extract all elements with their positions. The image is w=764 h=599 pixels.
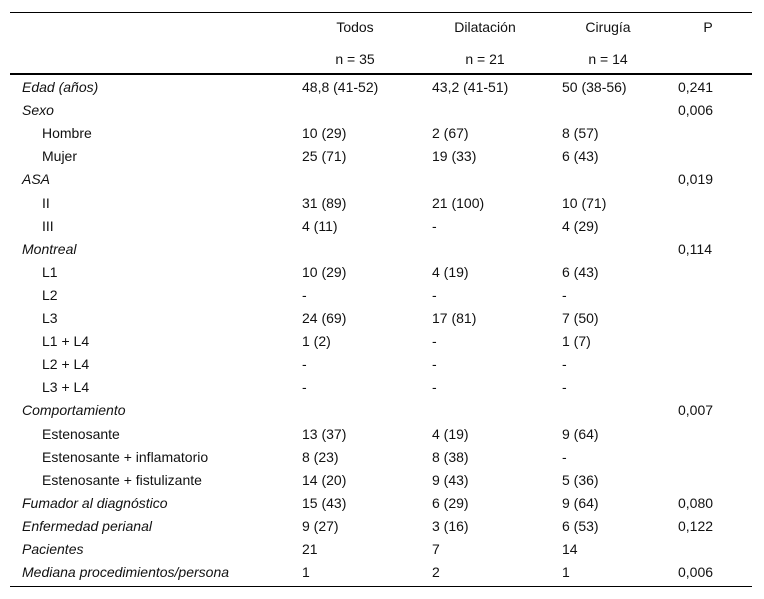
cell: 5 (36)	[562, 471, 599, 488]
header-rule	[10, 73, 752, 75]
cell: 24 (69)	[302, 310, 347, 326]
cell: 8 (57)	[562, 125, 599, 142]
cell: 4 (11)	[302, 217, 338, 234]
cell: 10 (29)	[302, 125, 347, 142]
row-label: Montreal	[22, 240, 77, 257]
cell: 1 (7)	[562, 333, 591, 350]
cell: 8 (38)	[432, 448, 469, 465]
cell: 0,006	[678, 102, 714, 119]
cell: 7	[432, 541, 440, 557]
row-label: Mujer	[42, 148, 78, 165]
cell: 14 (20)	[302, 471, 347, 488]
cell: 9 (27)	[302, 517, 339, 534]
header-cell: P	[703, 19, 713, 35]
cell: -	[432, 333, 437, 350]
row-label: L1 + L4	[42, 333, 90, 350]
cell: 0,241	[678, 79, 714, 95]
cell: 15 (43)	[302, 494, 347, 511]
row-label: ASA	[22, 171, 51, 188]
row-label: Estenosante + fistulizante	[42, 471, 202, 488]
cell: 19 (33)	[432, 148, 477, 165]
cell: 2 (67)	[432, 125, 469, 142]
header-cell: Todos	[336, 19, 374, 35]
row-label: L3 + L4	[42, 379, 90, 396]
row-label: Comportamiento	[22, 402, 126, 419]
header-cell: Cirugía	[585, 19, 631, 35]
cell: 10 (71)	[562, 194, 607, 211]
cell: 21 (100)	[432, 194, 485, 211]
cell: 1	[302, 564, 310, 581]
cell: 4 (19)	[432, 425, 469, 442]
header-n: n = 21	[465, 51, 505, 67]
row-label: Estenosante	[42, 425, 120, 442]
cell: 9 (64)	[562, 494, 599, 511]
cell: 43,2 (41-51)	[432, 79, 509, 95]
cell: 6 (43)	[562, 148, 599, 165]
cell: 21	[302, 541, 318, 557]
cell: -	[432, 379, 437, 396]
header-n: n = 14	[588, 51, 628, 67]
cell: 1 (2)	[302, 333, 331, 350]
cell: 2	[432, 564, 440, 581]
cell: -	[562, 448, 567, 465]
cell: -	[432, 356, 437, 373]
cell: 17 (81)	[432, 310, 477, 326]
cell: 13 (37)	[302, 425, 347, 442]
cell: 14	[562, 541, 578, 557]
cell: 25 (71)	[302, 148, 347, 165]
header-n: n = 35	[335, 51, 375, 67]
cell: 9 (64)	[562, 425, 599, 442]
cell: -	[562, 379, 567, 396]
row-label: L3	[42, 310, 58, 326]
cell: 0,122	[678, 517, 714, 534]
row-label: L1	[42, 263, 58, 280]
row-label: Pacientes	[22, 541, 84, 557]
cell: 50 (38-56)	[562, 79, 627, 95]
row-label: L2 + L4	[42, 356, 90, 373]
cell: 10 (29)	[302, 263, 347, 280]
cell: 3 (16)	[432, 517, 469, 534]
cell: -	[302, 379, 307, 396]
cell: 4 (19)	[432, 263, 469, 280]
cell: 4 (29)	[562, 217, 599, 234]
cell: 0,019	[678, 171, 714, 188]
top-rule	[10, 12, 752, 13]
cell: 0,114	[678, 240, 712, 257]
cell: -	[562, 286, 567, 303]
row-label: L2	[42, 286, 58, 303]
cell: 9 (43)	[432, 471, 469, 488]
cell: -	[302, 286, 307, 303]
row-label: Fumador al diagnóstico	[22, 494, 168, 511]
row-label: Hombre	[42, 125, 92, 142]
cell: 48,8 (41-52)	[302, 79, 379, 95]
row-label: III	[42, 217, 54, 234]
cell: 0,006	[678, 564, 714, 581]
cell: 0,007	[678, 402, 714, 419]
cell: 6 (29)	[432, 494, 469, 511]
bottom-rule	[10, 586, 752, 587]
cell: -	[302, 356, 307, 373]
row-label: Estenosante + inflamatorio	[42, 448, 209, 465]
cell: 0,080	[678, 494, 714, 511]
cell: -	[562, 356, 567, 373]
row-label: Mediana procedimientos/persona	[22, 564, 230, 581]
cell: 7 (50)	[562, 310, 599, 326]
cell: 6 (53)	[562, 517, 599, 534]
cell: 1	[562, 564, 570, 581]
row-label: Edad (años)	[22, 79, 99, 95]
header-cell: Dilatación	[454, 19, 516, 35]
cell: 31 (89)	[302, 194, 347, 211]
cell: -	[432, 286, 437, 303]
cell: 8 (23)	[302, 448, 339, 465]
cell: -	[432, 217, 437, 234]
cell: 6 (43)	[562, 263, 599, 280]
row-label: Sexo	[22, 102, 54, 119]
row-label: II	[42, 194, 50, 211]
row-label: Enfermedad perianal	[22, 517, 152, 534]
